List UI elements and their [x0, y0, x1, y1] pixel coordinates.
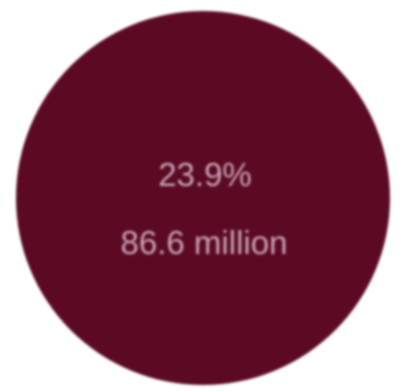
pie-slice-bubble [16, 11, 390, 385]
slice-percent-label: 23.9% [158, 156, 252, 193]
slice-value-label: 86.6 million [121, 224, 288, 261]
